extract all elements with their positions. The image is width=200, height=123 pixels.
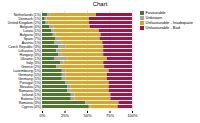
svg-text:Italy (3%): Italy (3%) <box>26 61 41 66</box>
svg-text:Ukraine (1%): Ukraine (1%) <box>20 57 41 62</box>
svg-text:Czech Republic (3%): Czech Republic (3%) <box>8 45 41 50</box>
svg-text:Belgium (4%): Belgium (4%) <box>20 25 41 30</box>
svg-text:Bulgaria (3%): Bulgaria (3%) <box>19 33 41 38</box>
svg-text:Estonia (1%): Estonia (1%) <box>21 97 41 102</box>
svg-text:Netherlands (1%): Netherlands (1%) <box>13 13 41 18</box>
svg-text:Greece (2%): Greece (2%) <box>21 65 41 70</box>
html-text:Favourable: Favourable <box>145 10 166 15</box>
html-text:Unfavourable - Inadequate: Unfavourable - Inadequate <box>145 20 193 25</box>
html-text:Chart: Chart <box>92 1 108 7</box>
svg-text:Denmark (1%): Denmark (1%) <box>18 17 41 22</box>
svg-text:Luxembourg (1%): Luxembourg (1%) <box>13 69 41 74</box>
svg-text:Romania (3%): Romania (3%) <box>18 89 41 94</box>
svg-text:0%: 0% <box>40 113 46 118</box>
svg-text:Portugal (1%): Portugal (1%) <box>19 81 41 86</box>
svg-text:Latvia (1%): Latvia (1%) <box>23 29 41 34</box>
svg-text:50%: 50% <box>83 113 91 118</box>
html-text:Unfavourable - Bad: Unfavourable - Bad <box>145 25 180 30</box>
svg-text:Spain (7%): Spain (7%) <box>23 37 41 42</box>
svg-text:Hungary (3%): Hungary (3%) <box>19 53 41 58</box>
svg-text:Germany (5%): Germany (5%) <box>18 77 41 82</box>
svg-text:Lithuania (1%): Lithuania (1%) <box>18 49 41 54</box>
svg-text:100%: 100% <box>127 113 138 118</box>
svg-text:Romania (3%): Romania (3%) <box>18 101 41 106</box>
html-text:Unknown: Unknown <box>145 15 163 20</box>
svg-text:Cyprus (4%): Cyprus (4%) <box>22 105 41 109</box>
svg-text:Ireland (1%): Ireland (1%) <box>21 93 41 98</box>
svg-text:75%: 75% <box>106 113 114 118</box>
svg-text:25%: 25% <box>61 113 69 118</box>
svg-text:Slovakia (2%): Slovakia (2%) <box>19 85 41 90</box>
svg-text:Austria (1%): Austria (1%) <box>21 41 41 46</box>
svg-text:United Kingdom (2%): United Kingdom (2%) <box>7 21 41 26</box>
svg-text:Germany (5%): Germany (5%) <box>18 73 41 78</box>
